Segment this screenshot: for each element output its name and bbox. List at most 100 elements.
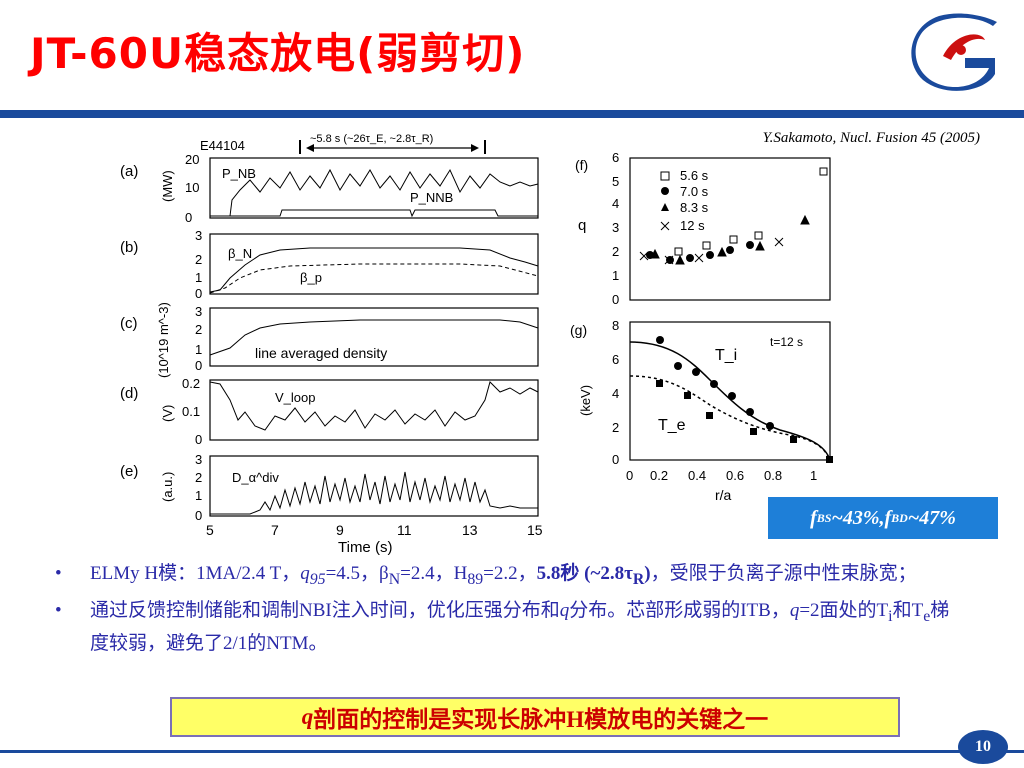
tick-label: 2 xyxy=(612,244,619,259)
tick-label: 0 xyxy=(185,210,192,225)
axis-label: (MW) xyxy=(160,170,175,202)
legend-label: 5.6 s xyxy=(680,168,709,183)
text-run: 通过反馈控制储能和调制NBI注入时间，优化压强分布和 xyxy=(90,599,560,621)
citation: Y.Sakamoto, Nucl. Fusion 45 (2005) xyxy=(762,130,980,146)
text-run: 89 xyxy=(467,570,484,588)
text-run: i xyxy=(888,607,893,625)
bullet-text: 通过反馈控制储能和调制NBI注入时间，优化压强分布和q分布。芯部形成弱的ITB，… xyxy=(90,600,949,654)
tick-label: 10 xyxy=(185,180,199,195)
text-run: =2面处的T xyxy=(799,599,889,621)
badge-sub2: BD xyxy=(891,510,908,525)
panel-letter: (g) xyxy=(570,322,587,338)
institute-logo xyxy=(911,13,997,91)
tick-label: 5 xyxy=(206,522,214,538)
tick-label: 0 xyxy=(612,452,619,467)
dalpha-label: D_α^div xyxy=(232,470,279,485)
ti-markers xyxy=(656,336,774,430)
slide-title: JT-60U稳态放电(弱剪切) xyxy=(30,29,526,78)
density-trace xyxy=(209,319,539,356)
pnnb-label: P_NNB xyxy=(410,190,453,205)
beta-n-label: β_N xyxy=(228,246,252,261)
badge-sub1: BS xyxy=(816,510,832,525)
tick-label: 3 xyxy=(195,452,202,467)
legend-label: 12 s xyxy=(680,218,705,233)
tick-label: 0 xyxy=(195,286,202,301)
text-run: =2.4，H xyxy=(400,563,468,584)
legend-label: 7.0 s xyxy=(680,184,709,199)
axis-label: (10^19 m^-3) xyxy=(156,302,171,378)
panel-b: (b) 0 1 2 3 β_N β_p xyxy=(120,228,539,301)
panel-d: (d) (V) 0 0.1 0.2 V_loop xyxy=(120,376,539,447)
text-run: =2.2， xyxy=(483,563,537,584)
tick-label: 3 xyxy=(612,220,619,235)
arrow-head-left xyxy=(306,144,314,152)
text-run: 95 xyxy=(309,570,326,588)
density-label: line averaged density xyxy=(255,345,387,361)
beta-p-trace xyxy=(209,263,539,294)
bullet-list: • ELMy H模：1MA/2.4 T，q95=4.5，βN=2.4，H89=2.… xyxy=(55,560,965,661)
ti-label: T_i xyxy=(715,347,737,364)
tick-label: 3 xyxy=(195,228,202,243)
shot-label: E44104 xyxy=(200,138,245,153)
bullet-dot: • xyxy=(55,563,62,584)
tick-label: 0 xyxy=(626,468,633,483)
text-run: R xyxy=(632,570,645,588)
axis-label: (V) xyxy=(160,405,175,422)
text-run: q xyxy=(789,599,800,621)
tick-label: 0 xyxy=(195,432,202,447)
tick-label: 0.6 xyxy=(726,468,744,483)
tick-label: 4 xyxy=(612,196,619,211)
header-divider xyxy=(0,110,1024,118)
axis-label: (a.u.) xyxy=(160,472,175,502)
panel-letter: (a) xyxy=(120,163,138,180)
pnnb-trace xyxy=(210,209,538,218)
footer-divider xyxy=(0,750,1024,753)
panel-c: (c) (10^19 m^-3) 0 1 2 3 line averaged d… xyxy=(120,302,539,378)
badge-f1: f xyxy=(810,506,817,529)
banner-q: q xyxy=(301,704,314,729)
tick-label: 15 xyxy=(527,522,543,538)
pnb-label: P_NB xyxy=(222,166,256,181)
legend-cross xyxy=(660,221,670,231)
tick-label: 0.2 xyxy=(182,376,200,391)
tick-label: 1 xyxy=(612,268,619,283)
tick-label: 1 xyxy=(810,468,817,483)
time-label: t=12 s xyxy=(770,335,803,349)
panel-a: (a) (MW) 0 10 20 P_NB P_NNB xyxy=(120,152,539,225)
te-markers xyxy=(656,380,833,463)
text-run: e xyxy=(923,607,931,625)
te-label: T_e xyxy=(658,417,686,434)
tick-label: 6 xyxy=(612,352,619,367)
arrow-head-right xyxy=(471,144,479,152)
panel-g: (g) (keV) 0 2 4 6 8 t=12 s T_i T_e 0 0.2… xyxy=(570,318,833,503)
text-run: ELMy H模：1MA/2.4 T， xyxy=(90,563,301,584)
text-run: 和T xyxy=(892,599,924,621)
bullet-item: • ELMy H模：1MA/2.4 T，q95=4.5，βN=2.4，H89=2.… xyxy=(55,560,965,593)
legend-label: 8.3 s xyxy=(680,200,709,215)
badge-f2: f xyxy=(884,506,892,529)
tick-label: 1 xyxy=(195,270,202,285)
key-point-banner: q 剖面的控制是实现长脉冲H模放电的关键之一 xyxy=(170,697,900,737)
duration-annotation: ~5.8 s (~26τ_E, ~2.8τ_R) xyxy=(310,133,433,145)
tick-label: 2 xyxy=(195,322,202,337)
axis-label: q xyxy=(578,217,586,234)
legend-triangle xyxy=(661,203,669,211)
text-run: q xyxy=(300,563,310,584)
badge-v2: ~47% xyxy=(907,506,956,529)
bootstrap-fraction-badge: f BS ~43%, f BD ~47% xyxy=(768,497,998,539)
bullet-dot: • xyxy=(55,599,62,621)
tick-label: 1 xyxy=(195,342,202,357)
panel-letter: (f) xyxy=(575,157,588,173)
text-run: ，受限于负离子源中性束脉宽； xyxy=(650,563,917,584)
text-run: ) xyxy=(644,563,651,584)
tick-label: 7 xyxy=(271,522,279,538)
tick-label: 8 xyxy=(612,318,619,333)
tick-label: 4 xyxy=(612,386,619,401)
panel-e: (e) (a.u.) 0 1 2 3 D_α^div xyxy=(120,452,539,523)
tick-label: 9 xyxy=(336,522,344,538)
beta-n-trace xyxy=(209,247,539,293)
panel-letter: (d) xyxy=(120,385,138,402)
tick-label: 0 xyxy=(612,292,619,307)
tick-label: 6 xyxy=(612,150,619,165)
axis-label: (keV) xyxy=(578,385,593,416)
